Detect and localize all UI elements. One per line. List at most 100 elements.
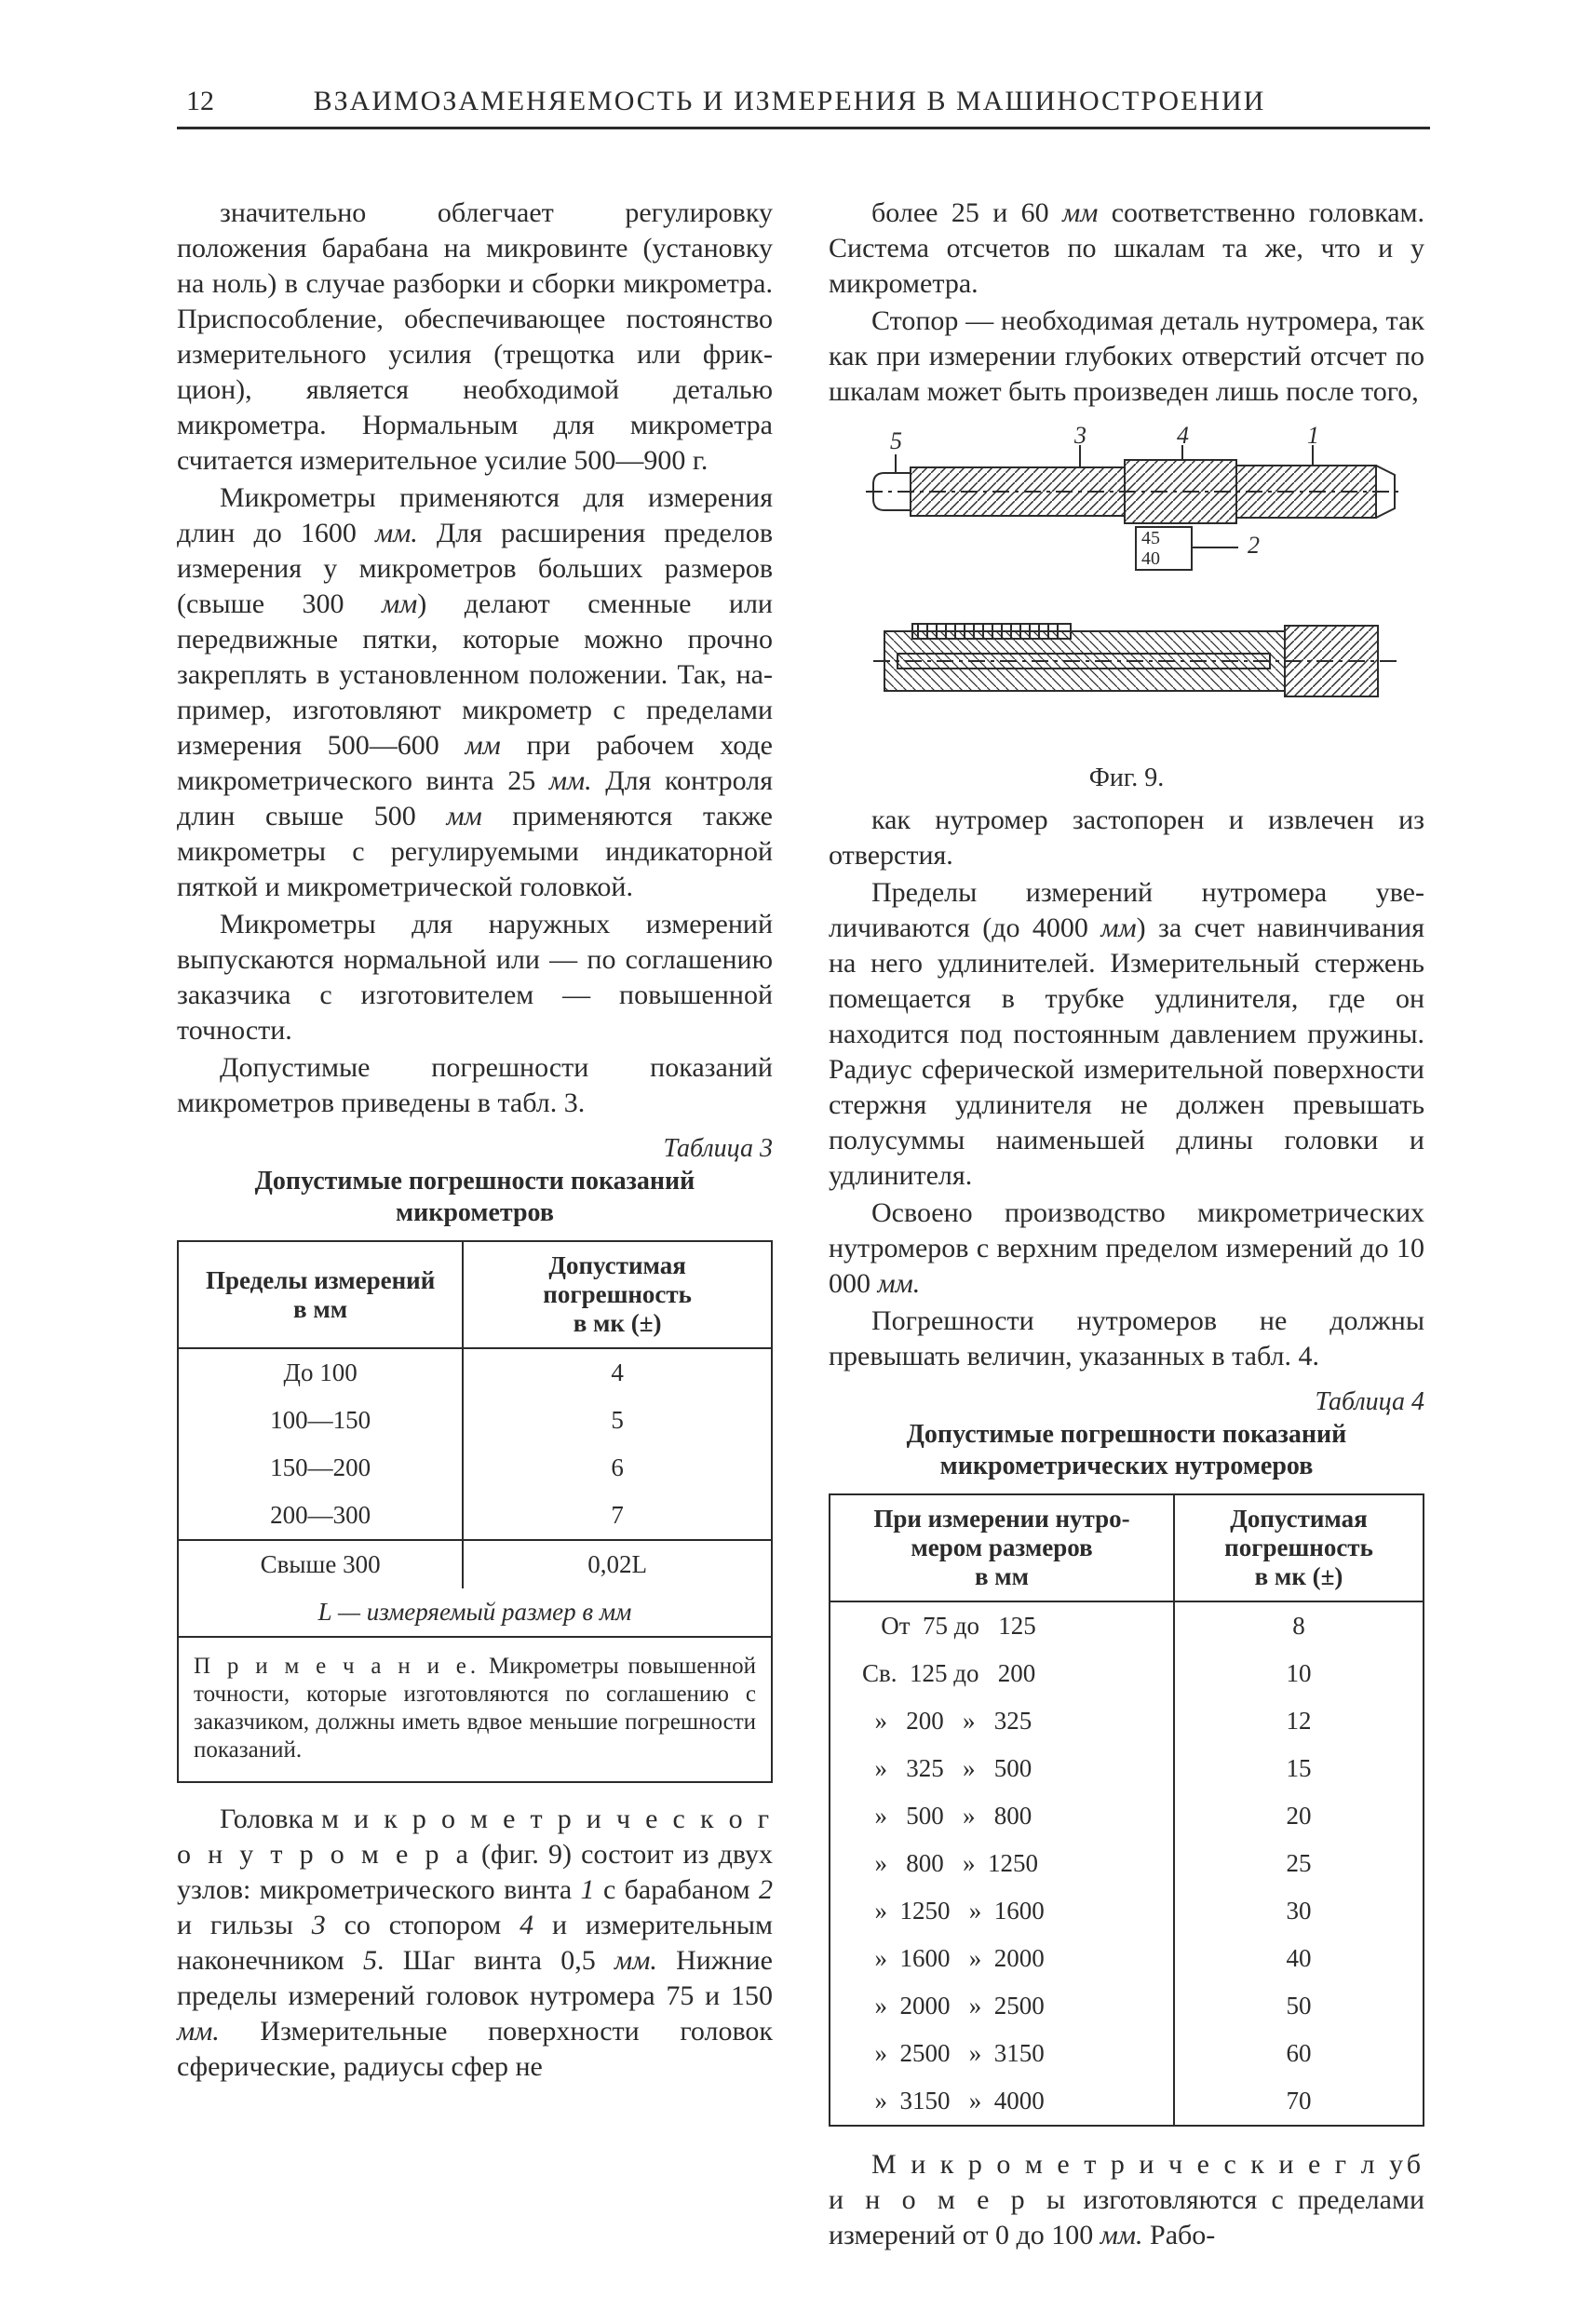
- table-row: » 200 » 32512: [830, 1697, 1424, 1745]
- table3: Пределы измерений в мм Допустимая погреш…: [177, 1240, 773, 1638]
- table3-caption-num: Таблица 3: [177, 1134, 773, 1164]
- unit-mm: мм: [1100, 912, 1136, 943]
- t3-a2: 150—200: [178, 1444, 463, 1492]
- t4-b8: 50: [1174, 1982, 1424, 2030]
- table3-note: П р и м е ч а н и е. Микрометры повышен­…: [177, 1638, 773, 1783]
- t4-a1: Св. 125 до 200: [830, 1650, 1174, 1697]
- t: Измерительные поверхности головок сферич…: [177, 2016, 773, 2082]
- left-p1: значительно облегчает регулировку положе…: [177, 196, 773, 479]
- t: Головка: [220, 1804, 321, 1834]
- ref-4: 4: [520, 1910, 533, 1940]
- table-row: » 2000 » 250050: [830, 1982, 1424, 2030]
- left-p2: Микрометры применяются для изме­рения дл…: [177, 480, 773, 905]
- right-p7: М и к р о м е т р и ч е с к и е г л у­б …: [829, 2147, 1424, 2253]
- right-p2: Стопор — необходимая деталь нут­ромера, …: [829, 304, 1424, 410]
- ref-3: 3: [312, 1910, 326, 1940]
- t: и гильзы: [177, 1910, 312, 1940]
- t4-a2: » 200 » 325: [830, 1697, 1174, 1745]
- table-row: » 1600 » 200040: [830, 1935, 1424, 1982]
- table-row: » 1250 » 160030: [830, 1887, 1424, 1935]
- t4-b10: 70: [1174, 2077, 1424, 2126]
- table-row: 200—300 7: [178, 1492, 772, 1540]
- unit-mm: мм: [1062, 197, 1098, 228]
- t: . Шаг винта 0,5: [377, 1945, 614, 1976]
- figure-9-caption: Фиг. 9.: [829, 763, 1424, 793]
- ref-5: 5: [363, 1945, 377, 1976]
- table-row: » 500 » 80020: [830, 1792, 1424, 1840]
- unit-mm: мм.: [375, 518, 418, 548]
- table4-title: Допустимые погрешности показаний микроме…: [829, 1419, 1424, 1482]
- table-row: » 800 » 125025: [830, 1840, 1424, 1887]
- figure-9-svg: 5 3 4 1 2 45 40: [847, 426, 1406, 752]
- t3-b0: 4: [463, 1348, 772, 1397]
- note-lead: П р и м е ч а н и е.: [194, 1654, 479, 1679]
- fig-scale-45: 45: [1141, 528, 1160, 548]
- table-row: Св. 125 до 20010: [830, 1650, 1424, 1697]
- t3-b1: 5: [463, 1397, 772, 1444]
- columns: значительно облегчает регулировку положе…: [177, 196, 1430, 2212]
- t3-span-b: 0,02L: [463, 1540, 772, 1588]
- t4-b7: 40: [1174, 1935, 1424, 1982]
- table3-h2: Допустимая погрешность в мк (±): [463, 1241, 772, 1348]
- fig-label-5: 5: [890, 427, 902, 454]
- unit-mm: мм.: [614, 1945, 657, 1976]
- figure-9: 5 3 4 1 2 45 40 Фиг. 9.: [829, 426, 1424, 793]
- table4-h1: При измерении нутро- мером размеров в мм: [830, 1494, 1174, 1601]
- t4-a10: » 3150 » 4000: [830, 2077, 1174, 2126]
- left-column: значительно облегчает регулировку положе…: [177, 196, 773, 2087]
- t4-b1: 10: [1174, 1650, 1424, 1697]
- t4-b4: 20: [1174, 1792, 1424, 1840]
- table-row: От 75 до 1258: [830, 1601, 1424, 1650]
- t4-a7: » 1600 » 2000: [830, 1935, 1174, 1982]
- unit-mm: мм.: [549, 765, 592, 796]
- ref-2: 2: [759, 1874, 773, 1905]
- t: более 25 и 60: [871, 197, 1062, 228]
- t4-a9: » 2500 » 3150: [830, 2030, 1174, 2077]
- right-p3: как нутромер застопорен и извлечен из от…: [829, 803, 1424, 873]
- unit-mm: мм: [382, 588, 417, 619]
- t3-a3: 200—300: [178, 1492, 463, 1540]
- t3-b2: 6: [463, 1444, 772, 1492]
- left-p5: Головка м и к р о м е т р и ч е с к о г …: [177, 1802, 773, 2085]
- table-row: » 2500 » 315060: [830, 2030, 1424, 2077]
- table-row: До 100 4: [178, 1348, 772, 1397]
- right-p4: Пределы измерений нутромера уве­личивают…: [829, 875, 1424, 1194]
- fig-label-3: 3: [1073, 426, 1086, 449]
- t4-a4: » 500 » 800: [830, 1792, 1174, 1840]
- right-p1: более 25 и 60 мм соответственно голов­ка…: [829, 196, 1424, 302]
- left-p4: Допустимые погрешности показаний микроме…: [177, 1050, 773, 1121]
- t3-a1: 100—150: [178, 1397, 463, 1444]
- page: 12 ВЗАИМОЗАМЕНЯЕМОСТЬ И ИЗМЕРЕНИЯ В МАШИ…: [0, 0, 1579, 2324]
- table-row: 150—200 6: [178, 1444, 772, 1492]
- t3-b3: 7: [463, 1492, 772, 1540]
- unit-mm: мм: [466, 730, 501, 761]
- right-p5: Освоено производство микрометриче­ских н…: [829, 1196, 1424, 1302]
- ref-1: 1: [581, 1874, 595, 1905]
- unit-mm: мм: [446, 801, 481, 831]
- table-row: » 3150 » 400070: [830, 2077, 1424, 2126]
- right-p6: Погрешности нутромеров не должны превыша…: [829, 1304, 1424, 1374]
- t: ) за счет навин­чивания на него удлините…: [829, 912, 1424, 1191]
- unit-mm: мм.: [177, 2016, 220, 2047]
- table4-h2: Допустимая погрешность в мк (±): [1174, 1494, 1424, 1601]
- unit-mm: мм.: [1100, 2220, 1143, 2250]
- fig-label-2: 2: [1248, 532, 1260, 559]
- t4-b5: 25: [1174, 1840, 1424, 1887]
- table3-h1: Пределы измерений в мм: [178, 1241, 463, 1348]
- fig-label-1: 1: [1307, 426, 1319, 449]
- t4-b2: 12: [1174, 1697, 1424, 1745]
- t3-a0: До 100: [178, 1348, 463, 1397]
- t4-b6: 30: [1174, 1887, 1424, 1935]
- table3-title: Допустимые погрешности показаний микроме…: [177, 1166, 773, 1229]
- t3-varline: L — измеряемый размер в мм: [178, 1588, 772, 1637]
- t4-a3: » 325 » 500: [830, 1745, 1174, 1792]
- t4-a6: » 1250 » 1600: [830, 1887, 1174, 1935]
- table4-caption-num: Таблица 4: [829, 1387, 1424, 1417]
- table-row: 100—150 5: [178, 1397, 772, 1444]
- table4: При измерении нутро- мером размеров в мм…: [829, 1493, 1424, 2127]
- table-row: Свыше 300 0,02L: [178, 1540, 772, 1588]
- running-head: ВЗАИМОЗАМЕНЯЕМОСТЬ И ИЗМЕРЕНИЯ В МАШИНОС…: [0, 86, 1579, 117]
- table-row: » 325 » 50015: [830, 1745, 1424, 1792]
- t: со стопо­ром: [326, 1910, 520, 1940]
- fig-scale-40: 40: [1141, 548, 1160, 569]
